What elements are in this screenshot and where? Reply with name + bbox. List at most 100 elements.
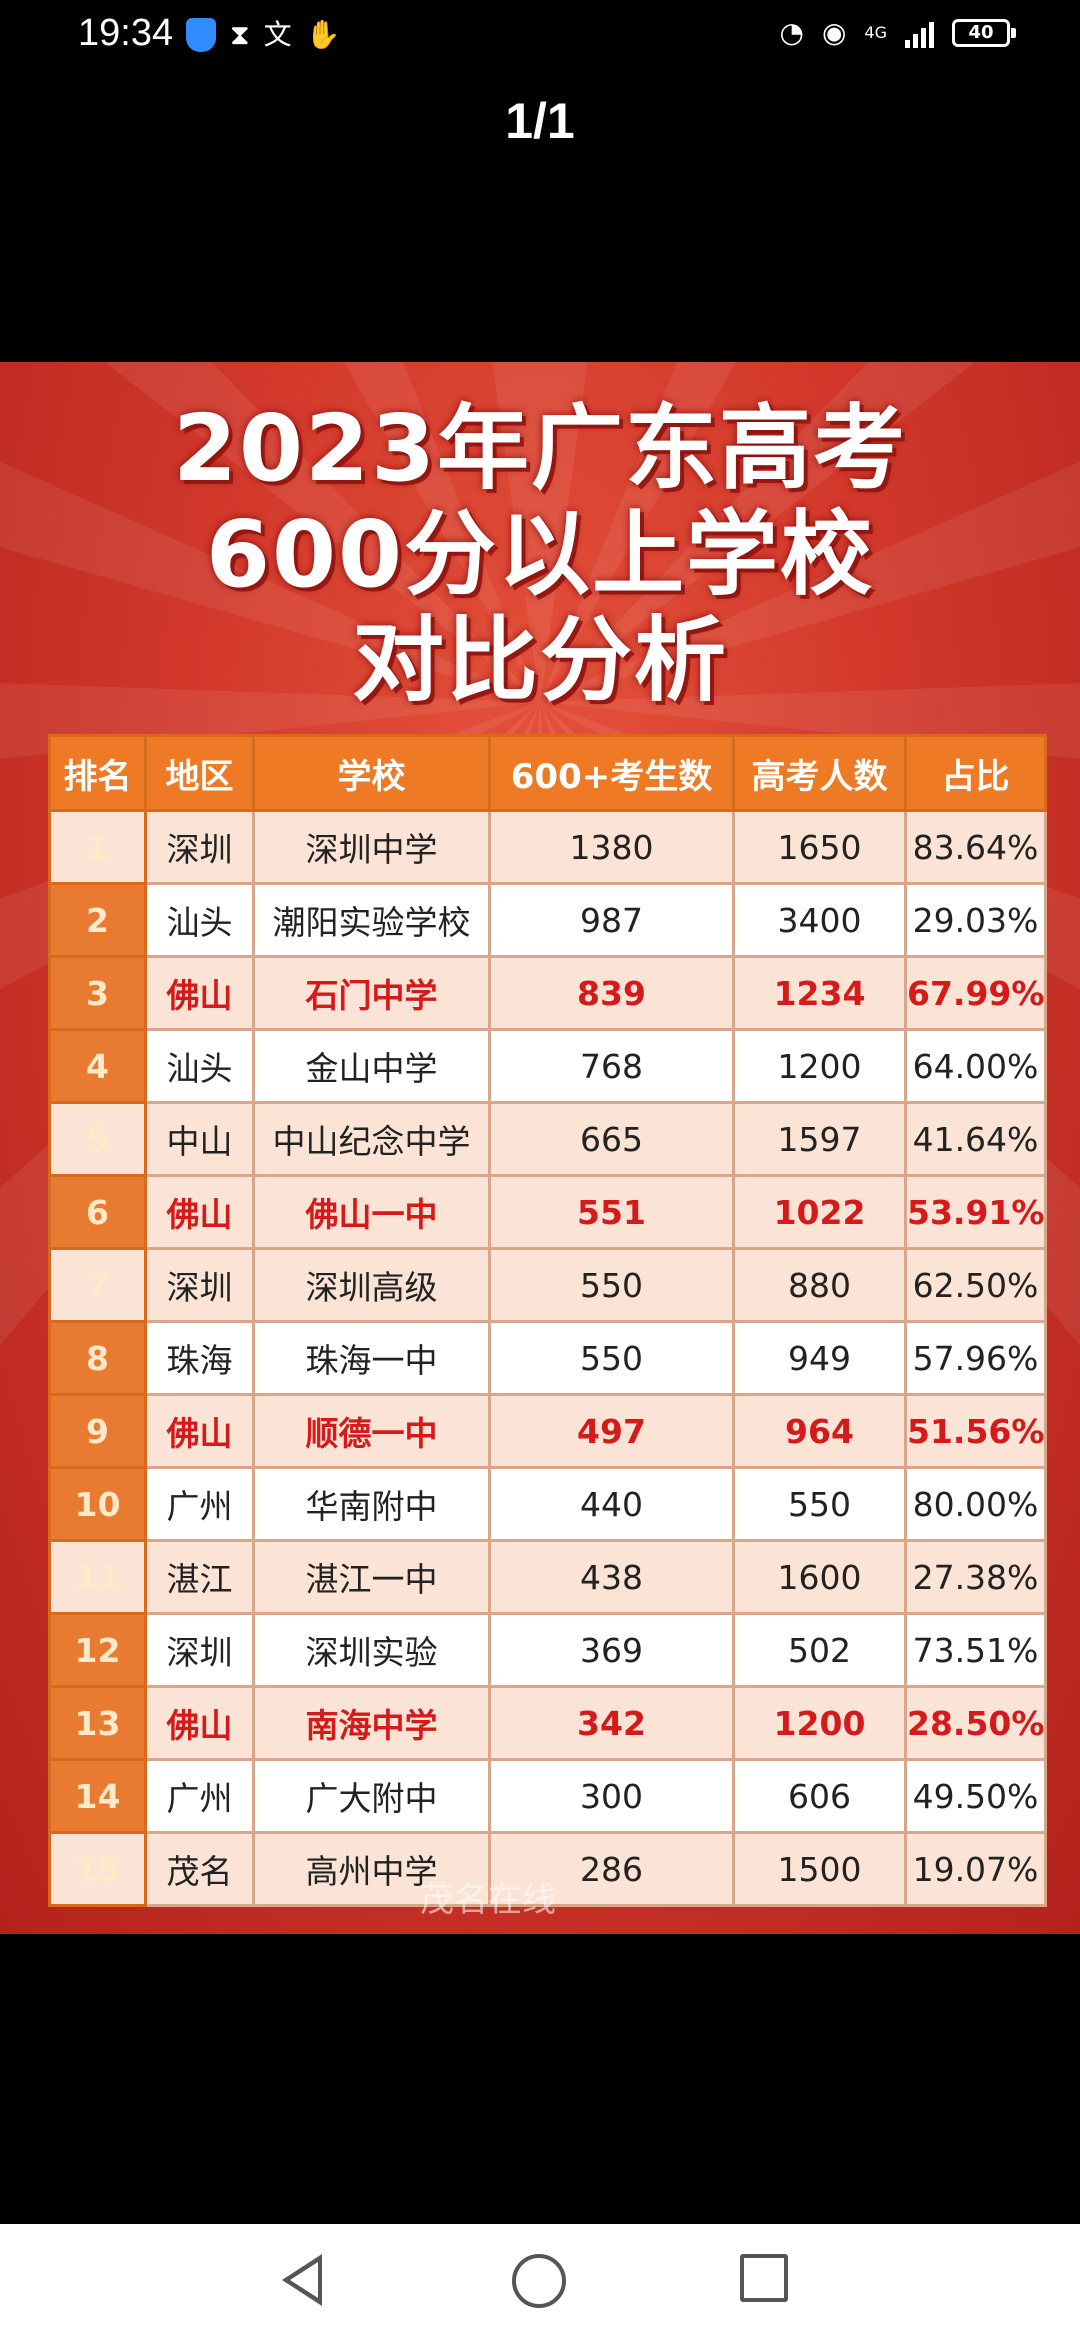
poster-title-line1: 2023年广东高考: [172, 395, 908, 502]
cell-total: 550: [732, 1466, 907, 1542]
cell-region: 深圳: [144, 1247, 255, 1323]
table-row: 14 广州 广大附中 300 606 49.50%: [48, 1758, 1047, 1834]
table-row: 6 佛山 佛山一中 551 1022 53.91%: [48, 1174, 1047, 1250]
cell-count600: 551: [488, 1174, 735, 1250]
hourglass-icon: ⧗: [230, 18, 250, 51]
table-row: 13 佛山 南海中学 342 1200 28.50%: [48, 1685, 1047, 1761]
table-row: 1 深圳 深圳中学 1380 1650 83.64%: [48, 809, 1047, 885]
home-button[interactable]: [512, 2254, 568, 2310]
cell-rank: 4: [48, 1028, 147, 1104]
cell-ratio: 19.07%: [904, 1831, 1047, 1907]
cell-school: 高州中学: [252, 1831, 491, 1907]
recents-button[interactable]: [740, 2254, 796, 2310]
cell-rank: 10: [48, 1466, 147, 1542]
cell-ratio: 83.64%: [904, 809, 1047, 885]
cell-region: 汕头: [144, 882, 255, 958]
cell-rank: 7: [48, 1247, 147, 1323]
cell-ratio: 28.50%: [904, 1685, 1047, 1761]
cell-school: 湛江一中: [252, 1539, 491, 1615]
cell-ratio: 62.50%: [904, 1247, 1047, 1323]
cell-region: 佛山: [144, 1685, 255, 1761]
cell-school: 深圳实验: [252, 1612, 491, 1688]
eye-icon: ◉: [821, 16, 847, 49]
cell-rank: 14: [48, 1758, 147, 1834]
navigation-bar: [0, 2224, 1080, 2340]
cell-total: 1200: [732, 1685, 907, 1761]
cell-rank: 11: [48, 1539, 147, 1615]
poster-title-line2: 600分以上学校: [205, 501, 875, 608]
table-row: 3 佛山 石门中学 839 1234 67.99%: [48, 955, 1047, 1031]
cell-school: 潮阳实验学校: [252, 882, 491, 958]
status-time: 19:34: [78, 12, 174, 54]
table-row: 7 深圳 深圳高级 550 880 62.50%: [48, 1247, 1047, 1323]
header-total: 高考人数: [732, 734, 907, 812]
cell-region: 广州: [144, 1466, 255, 1542]
header-count600: 600+考生数: [488, 734, 735, 812]
cell-total: 502: [732, 1612, 907, 1688]
cell-ratio: 73.51%: [904, 1612, 1047, 1688]
cell-rank: 6: [48, 1174, 147, 1250]
cell-region: 深圳: [144, 809, 255, 885]
cell-total: 949: [732, 1320, 907, 1396]
table-row: 8 珠海 珠海一中 550 949 57.96%: [48, 1320, 1047, 1396]
cell-school: 金山中学: [252, 1028, 491, 1104]
signal-icon: [905, 18, 934, 48]
cell-ratio: 67.99%: [904, 955, 1047, 1031]
header-region: 地区: [144, 734, 255, 812]
table-header-row: 排名 地区 学校 600+考生数 高考人数 占比: [48, 734, 1047, 812]
table-row: 2 汕头 潮阳实验学校 987 3400 29.03%: [48, 882, 1047, 958]
cell-count600: 987: [488, 882, 735, 958]
header-ratio: 占比: [904, 734, 1047, 812]
back-icon: [282, 2254, 322, 2306]
cell-count600: 300: [488, 1758, 735, 1834]
cell-total: 1500: [732, 1831, 907, 1907]
table-row: 9 佛山 顺德一中 497 964 51.56%: [48, 1393, 1047, 1469]
cell-region: 深圳: [144, 1612, 255, 1688]
back-button[interactable]: [282, 2254, 338, 2310]
cell-total: 3400: [732, 882, 907, 958]
cell-total: 1597: [732, 1101, 907, 1177]
cell-count600: 342: [488, 1685, 735, 1761]
image-counter: 1/1: [505, 93, 575, 149]
cell-count600: 440: [488, 1466, 735, 1542]
cell-rank: 3: [48, 955, 147, 1031]
cell-region: 湛江: [144, 1539, 255, 1615]
cell-total: 1650: [732, 809, 907, 885]
poster-title-line3: 对比分析: [351, 607, 728, 714]
cell-school: 珠海一中: [252, 1320, 491, 1396]
cell-total: 964: [732, 1393, 907, 1469]
cell-count600: 768: [488, 1028, 735, 1104]
poster-image[interactable]: 2023年广东高考 600分以上学校 对比分析 排名 地区 学校 600+考生数…: [0, 362, 1080, 1934]
status-icons-right: ◔ ◉ 4G 40: [780, 16, 1016, 50]
cell-count600: 839: [488, 955, 735, 1031]
cell-count600: 550: [488, 1320, 735, 1396]
cell-rank: 1: [48, 809, 147, 885]
table-row: 5 中山 中山纪念中学 665 1597 41.64%: [48, 1101, 1047, 1177]
cell-rank: 8: [48, 1320, 147, 1396]
network-type: 4G: [864, 23, 887, 42]
cell-ratio: 27.38%: [904, 1539, 1047, 1615]
table-row: 11 湛江 湛江一中 438 1600 27.38%: [48, 1539, 1047, 1615]
cell-ratio: 51.56%: [904, 1393, 1047, 1469]
cell-ratio: 29.03%: [904, 882, 1047, 958]
cell-rank: 5: [48, 1101, 147, 1177]
cell-region: 中山: [144, 1101, 255, 1177]
cell-count600: 497: [488, 1393, 735, 1469]
cell-ratio: 80.00%: [904, 1466, 1047, 1542]
cell-total: 880: [732, 1247, 907, 1323]
cell-region: 广州: [144, 1758, 255, 1834]
status-icons-left: ⧗ 文 ✋: [186, 18, 341, 52]
cell-total: 1200: [732, 1028, 907, 1104]
cell-rank: 12: [48, 1612, 147, 1688]
cell-rank: 2: [48, 882, 147, 958]
cell-region: 佛山: [144, 1174, 255, 1250]
table-row: 15 茂名 高州中学 286 1500 19.07%: [48, 1831, 1047, 1907]
cell-count600: 369: [488, 1612, 735, 1688]
cell-school: 深圳中学: [252, 809, 491, 885]
cell-rank: 15: [48, 1831, 147, 1907]
cell-region: 珠海: [144, 1320, 255, 1396]
cell-total: 1022: [732, 1174, 907, 1250]
cell-region: 茂名: [144, 1831, 255, 1907]
cell-ratio: 41.64%: [904, 1101, 1047, 1177]
cell-school: 华南附中: [252, 1466, 491, 1542]
